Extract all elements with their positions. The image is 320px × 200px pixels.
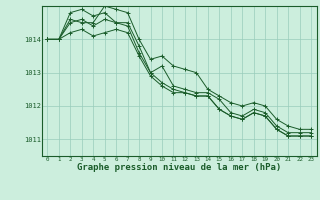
X-axis label: Graphe pression niveau de la mer (hPa): Graphe pression niveau de la mer (hPa) — [77, 163, 281, 172]
